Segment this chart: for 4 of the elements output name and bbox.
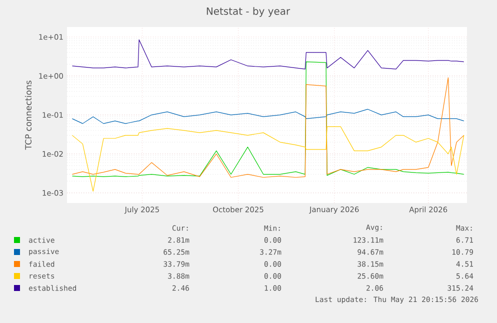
y-axis-title: TCP connections xyxy=(24,80,32,150)
line-series xyxy=(72,39,464,70)
line-series xyxy=(72,126,464,192)
chart-title: Netstat - by year xyxy=(206,7,290,17)
